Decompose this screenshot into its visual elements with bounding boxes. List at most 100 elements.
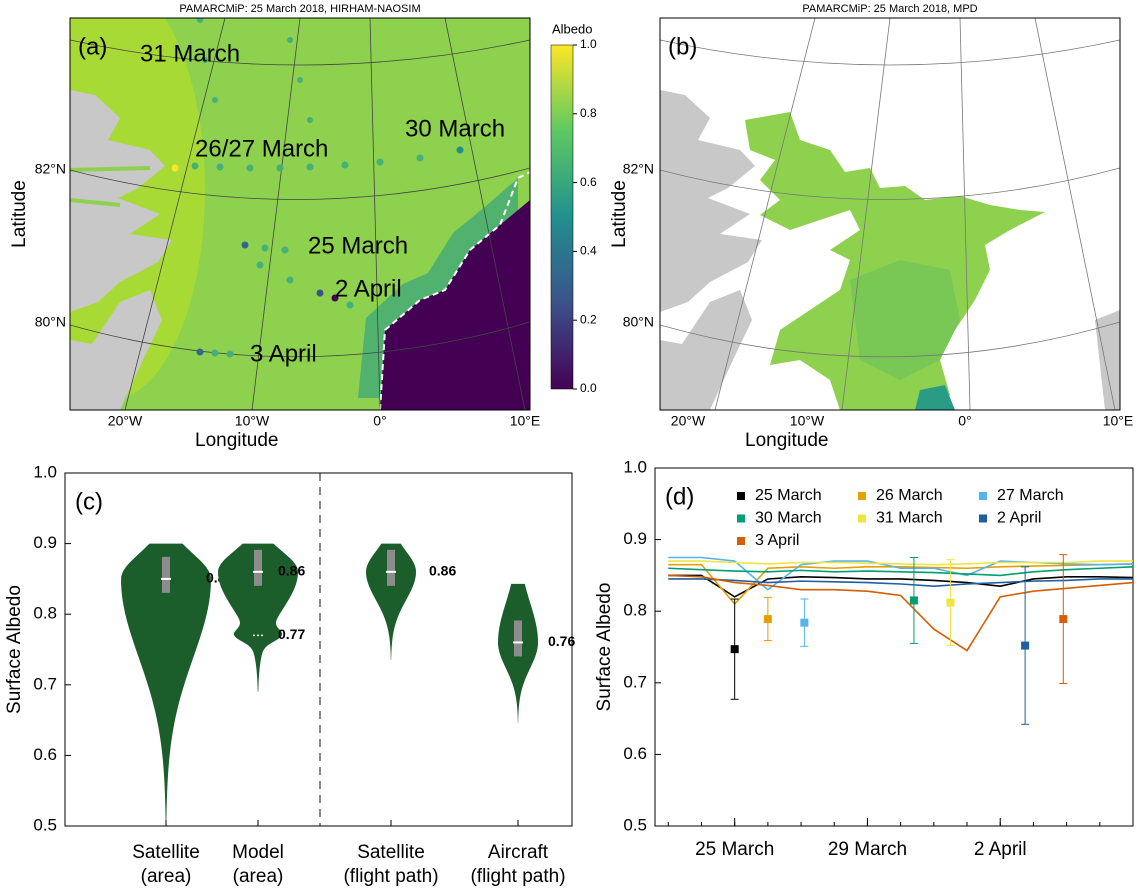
- lat-label: 80°N: [623, 314, 654, 330]
- measurement-point: [1059, 615, 1068, 624]
- colorbar-tick-label: 0.6: [580, 175, 597, 189]
- y-tick-label: 0.5: [33, 815, 57, 834]
- track-annotation: 25 March: [308, 232, 408, 259]
- y-axis-label: Latitude: [9, 180, 30, 248]
- colorbar-tick-label: 0.0: [580, 381, 597, 395]
- legend-label: 31 March: [876, 510, 943, 527]
- legend-marker: [979, 492, 987, 500]
- track-annotation: 2 April: [335, 275, 402, 302]
- legend-marker: [979, 514, 987, 523]
- track-annotation: 3 April: [250, 340, 317, 367]
- track-annotation: 26/27 March: [195, 135, 328, 162]
- x-tick-label-line: (flight path): [343, 866, 438, 887]
- legend-label: 26 March: [876, 487, 943, 504]
- colorbar-tick-label: 0.8: [580, 106, 597, 120]
- y-axis-label: Latitude: [609, 180, 630, 248]
- map-frame: [659, 17, 1121, 411]
- measurement-point: [763, 615, 772, 624]
- legend-label: 30 March: [755, 510, 822, 527]
- series-line: [668, 578, 1133, 587]
- measurement-point: [800, 618, 809, 627]
- y-tick-label: 0.7: [33, 674, 57, 693]
- violin: [121, 543, 211, 826]
- y-tick-label: 0.5: [623, 815, 647, 834]
- legend-label: 3 April: [755, 532, 799, 549]
- panel-label: (d): [665, 483, 694, 510]
- value-label: 0.86: [278, 563, 305, 579]
- legend-marker: [737, 514, 745, 523]
- y-tick-label: 0.8: [33, 604, 57, 623]
- map-frame: [69, 17, 531, 411]
- legend-marker: [858, 492, 866, 500]
- value-label: 0.76: [548, 633, 575, 649]
- x-tick-label-line: Aircraft: [488, 842, 549, 863]
- x-axis-label: Longitude: [195, 430, 278, 451]
- x-tick-label: 2 April: [974, 839, 1027, 860]
- x-tick-label: Aircraft (flight path): [470, 842, 565, 887]
- y-tick-label: 1.0: [33, 462, 57, 481]
- y-tick-label: 0.9: [33, 533, 57, 552]
- y-tick-label: 0.8: [623, 601, 647, 620]
- lat-label: 80°N: [35, 314, 66, 330]
- y-tick-label: 1.0: [623, 457, 647, 476]
- y-tick-label: 0.6: [623, 744, 647, 763]
- colorbar: [550, 44, 574, 390]
- legend-label: 2 April: [997, 510, 1041, 527]
- panel-label: (c): [75, 488, 103, 515]
- map-a: [70, 18, 530, 410]
- legend-marker: [858, 514, 866, 523]
- measurement-point: [1021, 641, 1030, 650]
- panel-label: (a): [78, 33, 107, 60]
- x-tick-label: 25 March: [695, 839, 774, 860]
- legend-marker: [737, 492, 745, 500]
- colorbar-tick-label: 1.0: [580, 37, 597, 51]
- x-tick-label-line: (flight path): [470, 866, 565, 887]
- x-tick-label-line: (area): [141, 866, 192, 887]
- box: [514, 620, 522, 657]
- series-line: [668, 566, 1134, 577]
- legend-label: 25 March: [755, 487, 822, 504]
- track-annotation: 30 March: [405, 115, 505, 142]
- box: [162, 556, 170, 593]
- y-tick-label: 0.9: [623, 529, 647, 548]
- x-tick-label: Satellite (area): [132, 842, 200, 887]
- series-line: [668, 574, 1134, 598]
- map-b: [660, 18, 1120, 410]
- legend-marker: [737, 537, 745, 545]
- lat-label: 82°N: [35, 161, 66, 177]
- x-tick-label: 29 March: [828, 839, 907, 860]
- y-axis-label: Surface Albedo: [4, 585, 25, 714]
- lon-label: 10°W: [235, 413, 270, 429]
- box: [254, 549, 262, 586]
- track-annotation: 31 March: [140, 40, 240, 67]
- lon-label: 0°: [373, 413, 386, 429]
- series-line: [668, 574, 1134, 652]
- measurement-point: [909, 596, 918, 605]
- x-tick-label-line: Satellite: [132, 842, 200, 863]
- plot-frame: [64, 472, 573, 827]
- legend-label: 27 March: [997, 487, 1064, 504]
- box: [387, 549, 395, 586]
- measurement-point: [946, 598, 955, 607]
- colorbar-title: Albedo: [552, 21, 592, 36]
- lon-label: 10°E: [1103, 413, 1134, 429]
- y-tick-label: 0.6: [33, 745, 57, 764]
- x-tick-label-line: (area): [233, 866, 284, 887]
- x-axis-label: Longitude: [745, 430, 828, 451]
- lon-label: 0°: [958, 413, 971, 429]
- measurement-point: [730, 645, 739, 654]
- series-line: [668, 560, 1133, 566]
- lon-label: 10°W: [790, 413, 825, 429]
- value-label: 0.77: [278, 626, 305, 642]
- violin: [218, 543, 298, 692]
- lat-label: 82°N: [623, 161, 654, 177]
- map-title: PAMARCMiP: 25 March 2018, MPD: [802, 3, 977, 15]
- panel-label: (b): [668, 33, 697, 60]
- x-tick-label: Satellite (flight path): [343, 842, 438, 887]
- lon-label: 10°E: [510, 413, 541, 429]
- plot-frame: [654, 467, 1134, 827]
- map-title: PAMARCMiP: 25 March 2018, HIRHAM-NAOSIM: [179, 3, 420, 15]
- colorbar-tick-label: 0.2: [580, 312, 597, 326]
- x-tick-label-line: Model: [232, 842, 284, 863]
